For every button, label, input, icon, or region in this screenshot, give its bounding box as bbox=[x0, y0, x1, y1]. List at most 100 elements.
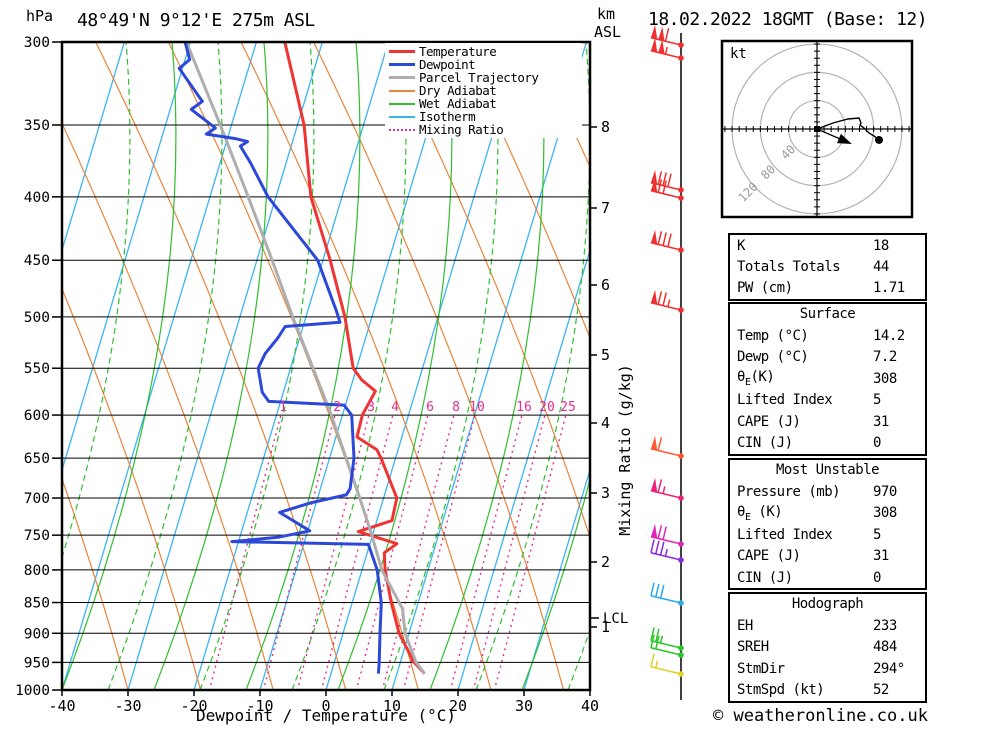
mixing-ratio-value-label: 6 bbox=[426, 400, 434, 415]
table-row-value: 0 bbox=[873, 435, 881, 452]
wet-adiabat-line bbox=[199, 43, 315, 689]
wind-barb bbox=[650, 435, 684, 459]
table-row-value: 52 bbox=[873, 682, 889, 699]
table-row-label: CAPE (J) bbox=[737, 548, 801, 565]
mixing-ratio-line bbox=[381, 415, 455, 689]
temperature-tick-label: 30 bbox=[515, 697, 533, 715]
legend-item-label: Dry Adiabat bbox=[419, 83, 497, 98]
mixing-ratio-line bbox=[355, 415, 429, 689]
mixing-ratio-line bbox=[262, 415, 336, 689]
isotherm-line bbox=[63, 43, 125, 249]
table-row: EH 233 bbox=[730, 615, 925, 636]
pressure-tick-label: 850 bbox=[24, 596, 50, 612]
table-row-label: CIN (J) bbox=[737, 435, 793, 452]
wind-barb bbox=[650, 477, 684, 501]
altitude-axis-datum: ASL bbox=[594, 23, 622, 41]
mixing-ratio-value-label: 20 bbox=[539, 400, 555, 415]
mixing-ratio-value-label: 8 bbox=[452, 400, 460, 415]
wind-barb bbox=[650, 169, 684, 193]
table-row-label: CIN (J) bbox=[737, 569, 793, 586]
pressure-tick-label: 400 bbox=[24, 190, 50, 206]
legend: Temperature Dewpoint Parcel Trajectory Dry … bbox=[385, 43, 582, 138]
km-tick-label: 8 bbox=[601, 118, 610, 136]
table-row-label: StmDir bbox=[737, 660, 785, 677]
legend-item: Wet Adiabat bbox=[389, 97, 582, 110]
temperature-axis-label: Dewpoint / Temperature (°C) bbox=[195, 706, 457, 725]
dry-adiabat-line bbox=[458, 43, 589, 337]
table-row-value: 31 bbox=[873, 413, 889, 430]
table-row: CAPE (J) 31 bbox=[730, 411, 925, 432]
mixing-ratio-line bbox=[449, 415, 523, 689]
dewpoint-curve bbox=[177, 43, 383, 674]
table-row-value: 31 bbox=[873, 548, 889, 565]
indices-table-section: Hodograph EH 233 SREH 484 StmDir 294° StmSpd (k… bbox=[728, 592, 927, 703]
dry-adiabat-line bbox=[63, 124, 274, 689]
pressure-tick-label: 300 bbox=[24, 35, 50, 51]
table-row-value: 1.71 bbox=[873, 280, 905, 297]
pressure-tick-label: 1000 bbox=[15, 683, 50, 699]
temperature-tick-label: -30 bbox=[114, 697, 141, 715]
isotherm-line bbox=[391, 43, 587, 689]
hodograph-border bbox=[720, 39, 914, 219]
pressure-tick-label: 500 bbox=[24, 310, 50, 326]
table-section-header: Surface bbox=[799, 306, 856, 322]
pressure-tick-label: 800 bbox=[24, 563, 50, 579]
page-title: 48°49'N 9°12'E 275m ASL bbox=[77, 10, 315, 31]
dry-adiabat-line bbox=[313, 43, 564, 689]
pressure-tick-label: 900 bbox=[24, 626, 50, 642]
temperature-tick-label: -40 bbox=[48, 697, 75, 715]
mixing-ratio-value-label: 2 bbox=[333, 400, 341, 415]
wind-barb bbox=[650, 24, 684, 48]
table-row: Lifted Index 5 bbox=[730, 524, 925, 545]
isotherm-line bbox=[63, 43, 257, 689]
wind-barb bbox=[650, 523, 684, 547]
km-tick-label: 5 bbox=[601, 346, 610, 364]
dry-adiabat-line bbox=[240, 43, 492, 689]
dry-adiabat-line bbox=[63, 289, 201, 689]
mixing-ratio-line bbox=[296, 415, 370, 689]
table-row-value: 0 bbox=[873, 569, 881, 586]
pressure-tick-label: 650 bbox=[24, 451, 50, 467]
legend-item-label: Parcel Trajectory bbox=[419, 70, 539, 85]
copyright-label: © weatheronline.co.uk bbox=[713, 706, 928, 726]
altitude-axis-unit: km bbox=[597, 5, 616, 23]
table-row-value: 233 bbox=[873, 618, 897, 635]
table-row-label: PW (cm) bbox=[737, 280, 793, 297]
legend-item-label: Wet Adiabat bbox=[419, 96, 497, 111]
legend-item-label: Temperature bbox=[419, 44, 497, 59]
legend-item: Isotherm bbox=[389, 110, 582, 123]
indices-table-section: Most Unstable Pressure (mb) 970 θE (K) 308 Li… bbox=[728, 458, 927, 591]
table-row: StmDir 294° bbox=[730, 658, 925, 679]
isotherm-line bbox=[193, 43, 389, 689]
hodograph-unit-label: kt bbox=[730, 46, 747, 62]
table-section-header: Hodograph bbox=[791, 596, 864, 612]
table-row: θE (K) 308 bbox=[730, 503, 925, 524]
wind-barb bbox=[650, 177, 684, 201]
wind-barb bbox=[650, 539, 684, 563]
wet-adiabat-line bbox=[521, 480, 589, 689]
table-row-label: Dewp (°C) bbox=[737, 349, 809, 366]
mixing-ratio-line bbox=[402, 415, 476, 689]
wind-barb bbox=[650, 582, 684, 606]
table-row-label: SREH bbox=[737, 639, 769, 656]
wind-barb bbox=[650, 634, 684, 658]
storm-motion-arrowhead bbox=[836, 133, 852, 145]
table-row-label: CAPE (J) bbox=[737, 413, 801, 430]
table-section-header: Most Unstable bbox=[775, 462, 880, 478]
legend-line-sample-icon bbox=[389, 89, 415, 92]
table-row-value: 294° bbox=[873, 660, 905, 677]
temperature-tick-label: 20 bbox=[449, 697, 467, 715]
legend-item: Parcel Trajectory bbox=[389, 71, 582, 84]
legend-line-sample-icon bbox=[389, 76, 415, 79]
table-row-label: EH bbox=[737, 618, 753, 635]
temperature-curve bbox=[283, 43, 426, 675]
legend-item: Temperature bbox=[389, 45, 582, 58]
table-row-value: 5 bbox=[873, 526, 881, 543]
legend-line-sample-icon bbox=[389, 63, 415, 66]
pressure-tick-label: 350 bbox=[24, 118, 50, 134]
km-tick-label: 1 bbox=[601, 618, 610, 636]
table-row-value: 308 bbox=[873, 505, 897, 522]
pressure-tick-label: 550 bbox=[24, 361, 50, 377]
legend-line-sample-icon bbox=[389, 115, 415, 118]
